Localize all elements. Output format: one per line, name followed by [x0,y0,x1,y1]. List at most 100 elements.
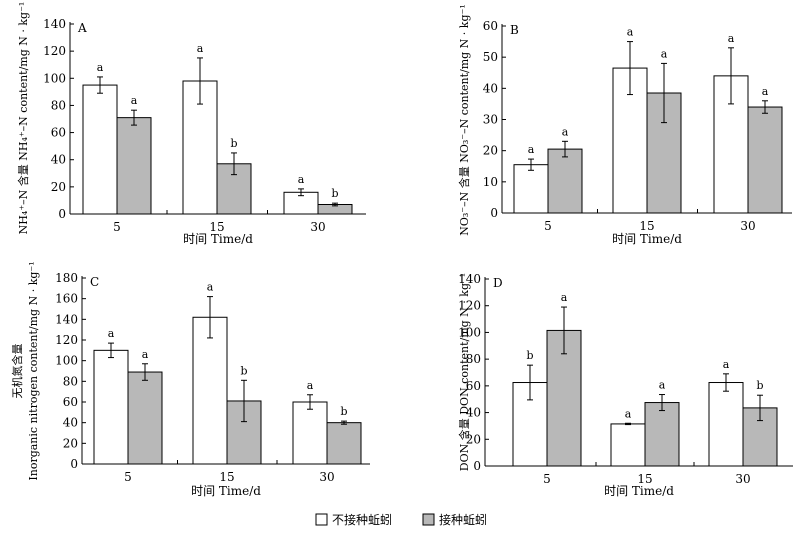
legend-swatch-control [315,513,328,526]
y-tick-label: 120 [458,299,481,313]
x-tick-label: 15 [209,220,224,234]
x-axis-title: 时间 Time/d [604,484,674,498]
significance-letter: a [307,379,314,392]
x-axis-title: 时间 Time/d [183,232,253,246]
y-tick-label: 40 [51,153,66,167]
y-tick-label: 0 [58,207,66,221]
significance-letter: a [562,125,569,138]
y-tick-label: 20 [51,180,66,194]
significance-letter: b [526,349,533,362]
y-tick-label: 40 [483,81,498,95]
y-axis-title: DON 含量 DON content/mg N · kg⁻¹ [457,273,471,471]
bar-control [93,349,129,465]
bar-earthworm [116,117,152,215]
panel-letter: C [90,275,99,289]
y-tick-label: 100 [55,354,78,368]
y-axis-title: Inorganic nitrogen content/mg N · kg⁻¹ [27,261,40,480]
legend-label-earthworm: 接种蚯蚓 [439,512,487,527]
bar-earthworm [326,422,362,465]
y-tick-label: 0 [490,206,498,220]
significance-letter: a [207,281,214,294]
x-tick-label: 5 [124,470,132,484]
significance-letter: a [108,327,115,340]
y-tick-label: 80 [51,98,66,112]
significance-letter: a [528,143,535,156]
x-tick-label: 15 [637,472,652,486]
significance-letter: a [625,407,632,420]
bar-control [292,401,328,465]
y-tick-label: 100 [458,325,481,339]
bar-earthworm [127,371,163,465]
significance-letter: b [331,187,338,200]
panel-b-chart: 0 10 20 30 40 50 60 5 15 30 a a a a a a B 时间 Time/d NO₃⁻–N… [457,4,792,246]
significance-letter: a [197,42,204,55]
y-tick-label: 140 [458,272,481,286]
y-tick-label: 60 [51,126,66,140]
y-axis-title: NO₃⁻–N 含量 NO₃⁻–N content/mg N · kg⁻¹ [457,4,471,235]
significance-letter: b [756,379,763,392]
y-axis-title: NH₄⁺–N 含量 NH₄⁺–N content/mg N · kg⁻¹ [16,2,30,235]
x-tick-label: 5 [543,472,551,486]
y-tick-label: 180 [55,271,78,285]
panel-c-chart: 0 20 40 60 80 100 120 140 160 180 5 15 30 a a a a b b C 时间 T… [10,261,370,498]
significance-letter: a [561,291,568,304]
y-tick-label: 140 [55,312,78,326]
significance-letter: a [627,26,634,39]
bar-earthworm [644,402,680,467]
y-tick-label: 120 [43,44,66,58]
x-axis-title: 时间 Time/d [191,484,261,498]
panel-a-chart: 0 20 40 60 80 100 120 140 5 15 30 a a a a b b A 时间 Time/d N… [16,2,366,246]
bar-control [513,164,549,214]
bar-control [192,316,228,465]
x-tick-label: 5 [544,219,552,233]
x-tick-label: 5 [113,220,121,234]
y-tick-label: 20 [63,436,78,450]
y-tick-label: 120 [55,333,78,347]
significance-letter: a [142,348,149,361]
bar-earthworm [747,106,783,214]
significance-letter: b [240,364,247,377]
y-tick-label: 0 [70,457,78,471]
significance-letter: b [340,405,347,418]
bar-control [708,382,744,467]
y-tick-label: 140 [43,17,66,31]
y-tick-label: 80 [466,352,481,366]
bar-control [82,84,118,215]
x-axis-title: 时间 Time/d [612,232,682,246]
x-tick-label: 30 [310,220,325,234]
y-tick-label: 60 [466,379,481,393]
x-tick-label: 30 [740,219,755,233]
significance-letter: b [230,137,237,150]
significance-letter: a [131,94,138,107]
panel-letter: A [77,21,87,35]
y-tick-label: 100 [43,71,66,85]
y-tick-label: 0 [473,459,481,473]
y-tick-label: 160 [55,292,78,306]
panel-d-chart: 0 20 40 60 80 100 120 140 5 15 30 b a a a a b D 时间 Time/d D… [457,272,793,498]
y-tick-label: 10 [483,175,498,189]
significance-letter: a [661,47,668,60]
significance-letter: a [762,85,769,98]
y-tick-label: 30 [483,113,498,127]
significance-letter: a [728,32,735,45]
legend-swatch-earthworm [422,513,435,526]
panel-letter: D [493,276,503,290]
y-tick-label: 60 [483,19,498,33]
significance-letter: a [97,61,104,74]
y-axis-title: 无机氮含量 [10,344,24,399]
y-tick-label: 20 [483,144,498,158]
y-tick-label: 20 [466,432,481,446]
significance-letter: a [723,358,730,371]
x-tick-label: 15 [219,470,234,484]
x-tick-label: 30 [319,470,334,484]
y-tick-label: 80 [63,374,78,388]
x-tick-label: 15 [639,219,654,233]
y-tick-label: 60 [63,395,78,409]
y-tick-label: 40 [466,406,481,420]
bar-earthworm [216,163,252,215]
legend-label-control: 不接种蚯蚓 [332,512,392,527]
bar-control [610,423,646,467]
y-tick-label: 40 [63,416,78,430]
bar-earthworm [547,148,583,214]
